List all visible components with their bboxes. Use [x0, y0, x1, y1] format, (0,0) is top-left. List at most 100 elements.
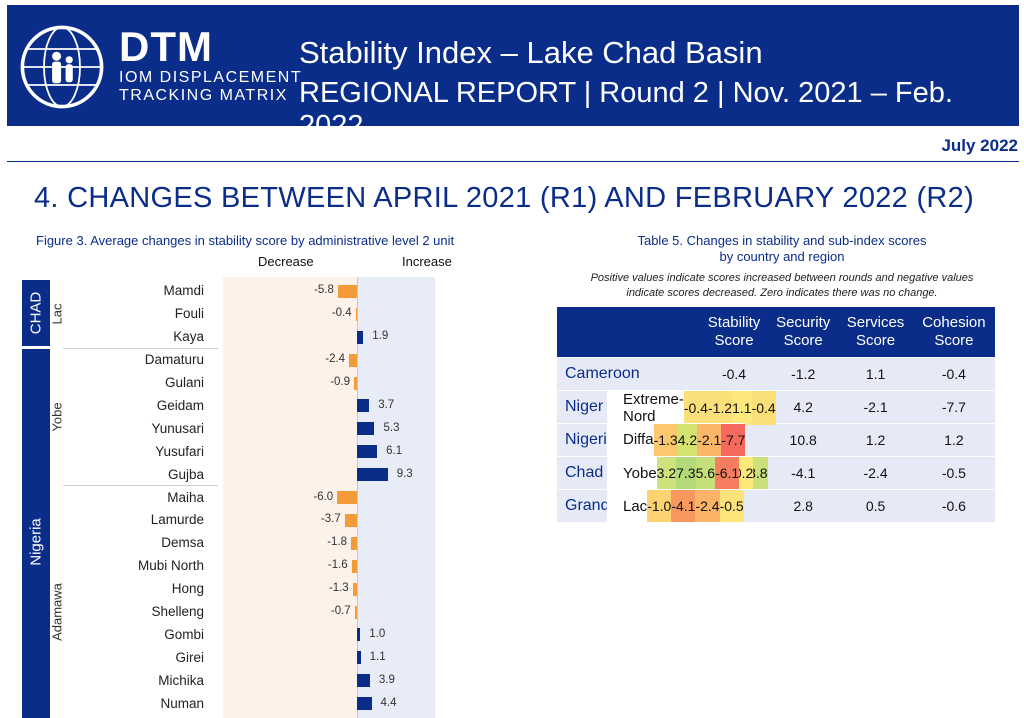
region-label: Yobe: [49, 349, 65, 486]
score-cell: -1.3: [653, 422, 678, 457]
table-body: Cameroon -0.4 -1.2 1.1 -0.4 Extreme-Nord -0.4-…: [557, 356, 995, 523]
score-cell: -1.2: [768, 356, 839, 390]
unit-label: Numan: [160, 695, 204, 711]
bar: [355, 307, 357, 321]
row-name: Extreme-Nord: [607, 389, 684, 425]
data-label: -0.9: [330, 376, 351, 389]
bar: [357, 468, 388, 482]
data-label: 4.4: [380, 696, 397, 709]
report-date: July 2022: [941, 136, 1018, 155]
unit-label: Damaturu: [144, 352, 204, 368]
divider: [7, 161, 1019, 162]
country-bar: CHAD: [22, 280, 50, 346]
data-label: 1.0: [369, 627, 386, 640]
score-cell: 7.3: [676, 456, 696, 490]
row-name: Yobe: [607, 456, 657, 490]
bar: [357, 399, 370, 413]
score-cell: -4.1: [768, 456, 839, 490]
score-cell: -1.0: [647, 489, 672, 523]
section-title: 4. CHANGES BETWEEN APRIL 2021 (R1) AND F…: [34, 182, 975, 214]
score-cell: 4.2: [677, 422, 698, 457]
data-label: -2.4: [325, 353, 346, 366]
unit-label: Yunusari: [151, 420, 204, 436]
bar: [349, 353, 357, 367]
country-label: Nigeria: [27, 518, 45, 566]
score-cell: -0.6: [912, 489, 995, 523]
score-cell: 1.1: [732, 389, 752, 425]
table-caption-line2: by country and region: [719, 249, 845, 264]
header-blank: [557, 307, 700, 357]
data-label: 3.9: [378, 673, 395, 686]
data-label: -0.7: [330, 605, 351, 618]
data-label: -0.4: [331, 307, 352, 320]
table-row-region: Diffa -1.3 4.2 -2.1 -7.7: [607, 422, 746, 457]
table-row-region: Extreme-Nord -0.4 -1.2 1.1 -0.4: [607, 389, 776, 425]
table-header-row: Stability Score Security Score Services Sco…: [557, 307, 995, 357]
scores-table: Stability Score Security Score Services Sco…: [557, 307, 995, 523]
bar: [357, 674, 370, 688]
increase-area: [358, 277, 435, 718]
score-cell: -0.4: [700, 356, 769, 390]
data-label: 1.9: [372, 330, 389, 343]
score-cell: -2.1: [697, 422, 722, 457]
region-label: Adamawa: [50, 486, 65, 718]
row-name: Diffa: [607, 422, 654, 457]
bar: [357, 697, 372, 711]
table-note-line2: indicate scores decreased. Zero indicate…: [626, 287, 938, 299]
data-label: -5.8: [314, 284, 334, 297]
header-services: Services Score: [838, 307, 913, 357]
score-cell: 10.8: [768, 422, 839, 457]
score-cell: 1.2: [838, 422, 913, 457]
figure-caption: Figure 3. Average changes in stability s…: [36, 233, 455, 248]
score-cell: 1.1: [838, 356, 913, 390]
bar: [351, 559, 357, 573]
score-cell: -0.5: [719, 489, 744, 523]
unit-label: Michika: [158, 672, 204, 688]
logo-subtitle-1: IOM DISPLACEMENT: [119, 69, 303, 86]
bar: [357, 330, 364, 344]
group-separator: [63, 347, 218, 349]
score-cell: 2.8: [768, 489, 839, 523]
score-cell: -2.4: [838, 456, 913, 490]
unit-label: Demsa: [161, 535, 204, 551]
bar: [357, 628, 361, 642]
header-stability: Stability Score: [700, 307, 769, 357]
row-name: Lac: [607, 489, 648, 523]
unit-label: Mamdi: [163, 283, 204, 299]
score-cell: 1.2: [912, 422, 995, 457]
bar: [357, 651, 361, 665]
data-label: 9.3: [396, 467, 413, 480]
score-cell: -6.1: [715, 456, 740, 490]
unit-label: Yusufari: [155, 443, 204, 459]
table-note: Positive values indicate scores increase…: [557, 271, 1007, 301]
table-caption-line1: Table 5. Changes in stability and sub-in…: [637, 233, 927, 248]
bar: [352, 582, 357, 596]
report-title: Stability Index – Lake Chad Basin: [299, 35, 763, 70]
region-text: Lac: [49, 303, 65, 325]
zero-axis: [357, 277, 358, 718]
header-cohesion: Cohesion Score: [912, 307, 995, 357]
region-text: Yobe: [49, 402, 65, 432]
data-label: -1.8: [327, 536, 348, 549]
data-label: -1.3: [328, 582, 349, 595]
table-note-line1: Positive values indicate scores increase…: [590, 272, 974, 284]
data-label: -6.0: [313, 490, 334, 503]
table-caption: Table 5. Changes in stability and sub-in…: [557, 233, 1007, 265]
logo-text: DTM: [119, 23, 213, 70]
country-bar: Nigeria: [22, 348, 50, 718]
score-cell: -0.4: [751, 389, 776, 425]
unit-label: Kaya: [173, 329, 204, 345]
score-cell: -7.7: [912, 389, 995, 423]
table-row-region: Yobe 3.2 7.3 5.6 -6.1: [607, 456, 740, 490]
unit-label: Gulani: [164, 375, 204, 391]
score-cell: 0.5: [838, 489, 913, 523]
unit-label: Fouli: [174, 306, 204, 322]
score-cell: -0.4: [912, 356, 995, 390]
score-cell: 3.2: [656, 456, 677, 490]
country-label: CHAD: [27, 291, 45, 335]
score-cell: -2.1: [838, 389, 913, 423]
score-cell: -0.5: [912, 456, 995, 490]
data-label: -3.7: [320, 513, 341, 526]
table-row-region: Lac -1.0 -4.1 -2.4 -0.5: [607, 489, 744, 523]
unit-label: Shelleng: [151, 604, 204, 620]
